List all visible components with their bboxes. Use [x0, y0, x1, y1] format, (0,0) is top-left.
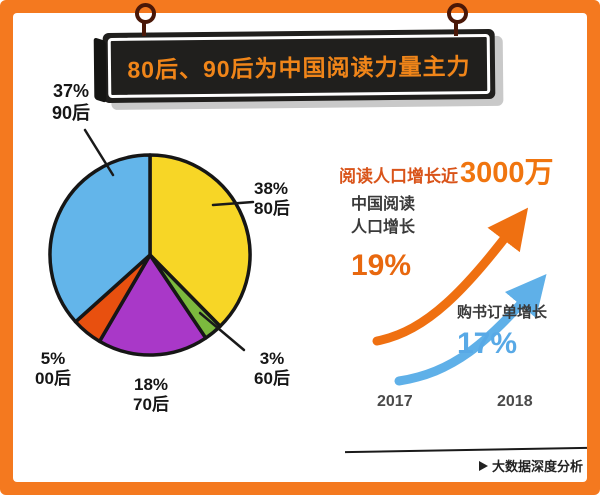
x-axis-label-2017: 2017 — [377, 393, 413, 410]
hook-stem — [454, 20, 458, 36]
pie-slice-80后 — [148, 153, 252, 329]
watermark-triangle-icon — [478, 460, 488, 471]
pie-chart — [48, 153, 252, 357]
x-axis-label-2018: 2018 — [497, 393, 533, 410]
pie-label-70s-gen: 70后 — [133, 395, 169, 415]
pie-label-80s: 38% 80后 — [254, 179, 318, 220]
hanger-hook-right-icon — [445, 3, 468, 43]
title-sign: 80后、90后为中国阅读力量主力 — [102, 28, 496, 104]
trend-arrows — [372, 207, 547, 386]
orders-growth-block: 购书订单增长 17% — [457, 301, 547, 361]
pie-label-90s-pct: 37% — [52, 81, 90, 101]
reading-growth-block: 中国阅读 人口增长 19% — [351, 193, 415, 288]
watermark-divider — [345, 446, 587, 454]
pie-label-00s-gen: 00后 — [35, 369, 71, 389]
pie-label-00s: 5% 00后 — [21, 349, 85, 390]
hanger-hook-left-icon — [133, 3, 156, 43]
hook-stem — [142, 20, 146, 36]
trend-headline: 阅读人口增长近 3000万 — [339, 149, 554, 191]
reading-growth-value: 19% — [351, 249, 412, 283]
orders-growth-value: 17% — [457, 327, 518, 360]
reading-growth-arrow — [372, 207, 529, 346]
pie-label-80s-gen: 80后 — [254, 199, 290, 219]
orders-growth-arrow — [394, 274, 547, 386]
pie-label-60s-gen: 60后 — [254, 369, 290, 389]
pie-label-00s-pct: 5% — [40, 349, 66, 368]
pie-label-60s-pct: 3% — [259, 349, 285, 368]
pie-label-90s: 37% 90后 — [35, 81, 107, 124]
pie-label-70s: 18% 70后 — [115, 375, 187, 416]
pie-label-80s-pct: 38% — [254, 179, 289, 198]
trend-headline-prefix: 阅读人口增长近 — [339, 167, 458, 186]
watermark-text: 大数据深度分析 — [491, 459, 583, 474]
reading-growth-label-line1: 中国阅读 — [351, 196, 416, 213]
orders-growth-label: 购书订单增长 — [457, 304, 548, 321]
pie-slice-90后 — [48, 153, 152, 324]
reading-growth-label-line2: 人口增长 — [351, 219, 416, 237]
watermark: 大数据深度分析 — [478, 456, 583, 475]
pie-label-90s-gen: 90后 — [51, 102, 91, 123]
pie-label-60s: 3% 60后 — [240, 349, 304, 390]
content-panel: 80后、90后为中国阅读力量主力 37% 90后 38% 80后 3% 60后 … — [13, 3, 587, 482]
pie-label-70s-pct: 18% — [133, 375, 169, 394]
title-sign-inner: 80后、90后为中国阅读力量主力 — [107, 34, 491, 98]
page-title: 80后、90后为中国阅读力量主力 — [127, 53, 471, 83]
trend-headline-value: 3000万 — [460, 157, 554, 189]
